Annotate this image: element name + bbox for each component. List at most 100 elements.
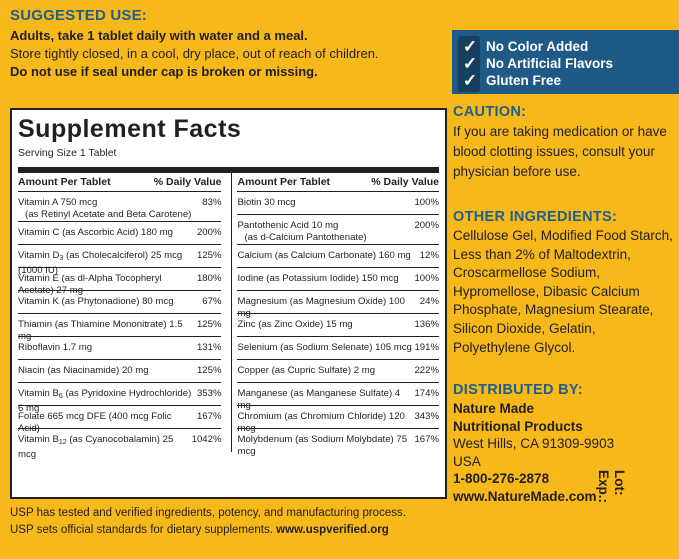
nutrient-row: Zinc (as Zinc Oxide) 15 mg 136% bbox=[237, 314, 439, 337]
distributor-phone: 1-800-276-2878 bbox=[453, 471, 550, 486]
distributor-title: DISTRIBUTED BY: bbox=[453, 382, 583, 398]
facts-title: Supplement Facts bbox=[18, 115, 242, 143]
usp-line-2: USP sets official standards for dietary … bbox=[10, 522, 450, 539]
nutrient-daily-value: 100% bbox=[414, 197, 439, 208]
nutrient-row: Niacin (as Niacinamide) 20 mg 125% bbox=[18, 360, 222, 383]
nutrient-daily-value: 136% bbox=[414, 319, 439, 330]
nutrient-row: Pantothenic Acid 10 mg (as d-Calcium Pant… bbox=[237, 215, 439, 245]
nutrient-daily-value: 191% bbox=[414, 342, 439, 353]
claim-label: No Color Added bbox=[486, 39, 589, 54]
nutrient-daily-value: 222% bbox=[414, 365, 439, 376]
nutrient-daily-value: 12% bbox=[419, 250, 439, 261]
distributor-section: DISTRIBUTED BY: Nature Made Nutritional … bbox=[453, 382, 675, 505]
facts-column-left: Amount Per Tablet % Daily Value Vitamin … bbox=[18, 173, 225, 460]
nutrient-daily-value: 200% bbox=[196, 227, 222, 238]
nutrient-daily-value: 200% bbox=[414, 220, 439, 231]
nutrient-name: Vitamin B12 (as Cyanocobalamin) 25 mcg bbox=[18, 434, 174, 460]
nutrient-name: Magnesium (as Magnesium Oxide) 100 mg bbox=[237, 296, 405, 319]
nutrient-row: Thiamin (as Thiamine Mononitrate) 1.5 mg… bbox=[18, 314, 222, 342]
nutrient-row: Iodine (as Potassium Iodide) 150 mcg 100% bbox=[237, 268, 439, 291]
distributor-website: www.NatureMade.com bbox=[453, 488, 597, 504]
nutrient-source: (as Retinyl Acetate and Beta Carotene) bbox=[25, 209, 192, 220]
nutrient-name: Selenium (as Sodium Selenate) 105 mcg bbox=[237, 342, 412, 353]
checkmark-icon: ✓ bbox=[462, 71, 478, 90]
facts-header: Amount Per Tablet % Daily Value bbox=[18, 173, 222, 192]
suggested-use-line-2: Store tightly closed, in a cool, dry pla… bbox=[10, 46, 379, 61]
nutrient-row: Vitamin C (as Ascorbic Acid) 180 mg 200% bbox=[18, 222, 222, 245]
nutrient-daily-value: 167% bbox=[414, 434, 439, 445]
nutrient-daily-value: 174% bbox=[414, 388, 439, 399]
usp-line-1: USP has tested and verified ingredients,… bbox=[10, 507, 406, 519]
amount-header: Amount Per Tablet bbox=[237, 176, 331, 188]
distributor-company-1: Nature Made bbox=[453, 401, 535, 416]
nutrient-row: Molybdenum (as Sodium Molybdate) 75 mcg 1… bbox=[237, 429, 439, 457]
amount-header: Amount Per Tablet bbox=[18, 176, 111, 188]
nutrient-row: Selenium (as Sodium Selenate) 105 mcg 191… bbox=[237, 337, 439, 360]
checkmark-icon: ✓ bbox=[462, 37, 478, 56]
nutrient-daily-value: 67% bbox=[202, 296, 222, 307]
usp-link[interactable]: www.uspverified.org bbox=[276, 524, 389, 536]
nutrient-name: Vitamin A 750 mcg (as Retinyl Acetate and… bbox=[18, 197, 202, 221]
nutrient-row: Riboflavin 1.7 mg 131% bbox=[18, 337, 222, 360]
nutrient-name: Vitamin B6 (as Pyridoxine Hydrochloride)… bbox=[18, 388, 192, 414]
nutrient-row: Biotin 30 mcg 100% bbox=[237, 192, 439, 215]
nutrient-daily-value: 131% bbox=[196, 342, 222, 353]
nutrient-row: Vitamin B12 (as Cyanocobalamin) 25 mcg 10… bbox=[18, 429, 222, 460]
nutrient-name: Vitamin E (as dl-Alpha Tocopheryl Acetat… bbox=[18, 273, 162, 296]
nutrient-daily-value: 125% bbox=[196, 319, 222, 330]
nutrient-name: Riboflavin 1.7 mg bbox=[18, 342, 93, 353]
facts-header: Amount Per Tablet % Daily Value bbox=[237, 173, 439, 192]
nutrient-row: Chromium (as Chromium Chloride) 120 mcg 3… bbox=[237, 406, 439, 434]
nutrient-source: (as d-Calcium Pantothenate) bbox=[244, 232, 367, 243]
claim-no-flavors: ✓ No Artificial Flavors bbox=[458, 55, 679, 72]
nutrient-name: Iodine (as Potassium Iodide) 150 mcg bbox=[237, 273, 399, 284]
distributor-city: West Hills, CA 91309-9903 bbox=[453, 436, 615, 451]
caution-section: CAUTION: If you are taking medication or… bbox=[453, 104, 675, 182]
supplement-facts-panel: Supplement Facts Serving Size 1 Tablet A… bbox=[10, 108, 447, 499]
nutrient-row: Vitamin K (as Phytonadione) 80 mcg 67% bbox=[18, 291, 222, 314]
dv-header: % Daily Value bbox=[371, 176, 439, 188]
suggested-use-line-3: Do not use if seal under cap is broken o… bbox=[10, 64, 318, 79]
nutrient-name: Folate 665 mcg DFE (400 mcg Folic Acid) bbox=[18, 411, 172, 434]
usp-line-2-text: USP sets official standards for dietary … bbox=[10, 524, 277, 536]
claim-label: No Artificial Flavors bbox=[486, 56, 614, 71]
nutrient-name: Chromium (as Chromium Chloride) 120 mcg bbox=[237, 411, 405, 434]
nutrient-name: Niacin (as Niacinamide) 20 mg bbox=[18, 365, 149, 376]
nutrient-daily-value: 343% bbox=[414, 411, 439, 422]
checkmark-strip bbox=[458, 36, 480, 92]
suggested-use-line-1: Adults, take 1 tablet daily with water a… bbox=[10, 28, 308, 43]
dv-header: % Daily Value bbox=[153, 176, 222, 188]
serving-size: Serving Size 1 Tablet bbox=[18, 147, 117, 159]
other-ingredients-text: Cellulose Gel, Modified Food Starch, Les… bbox=[453, 228, 673, 355]
nutrient-row: Folate 665 mcg DFE (400 mcg Folic Acid) 1… bbox=[18, 406, 222, 434]
nutrient-daily-value: 24% bbox=[419, 296, 439, 307]
nutrient-row: Vitamin B6 (as Pyridoxine Hydrochloride)… bbox=[18, 383, 222, 414]
nutrient-name: Pantothenic Acid 10 mg (as d-Calcium Pant… bbox=[237, 220, 414, 244]
nutrient-daily-value: 125% bbox=[196, 365, 222, 376]
nutrient-name: Vitamin C (as Ascorbic Acid) 180 mg bbox=[18, 227, 173, 238]
suggested-use-title: SUGGESTED USE: bbox=[10, 7, 147, 24]
nutrient-row: Vitamin E (as dl-Alpha Tocopheryl Acetat… bbox=[18, 268, 222, 296]
nutrient-daily-value: 1042% bbox=[191, 434, 222, 445]
nutrient-name: Zinc (as Zinc Oxide) 15 mg bbox=[237, 319, 353, 330]
caution-title: CAUTION: bbox=[453, 104, 527, 120]
nutrient-daily-value: 83% bbox=[202, 197, 222, 208]
claim-label: Gluten Free bbox=[486, 73, 562, 88]
lot-label: Lot: bbox=[612, 470, 627, 496]
other-ingredients-section: OTHER INGREDIENTS: Cellulose Gel, Modifi… bbox=[453, 209, 675, 357]
nutrient-name: Vitamin K (as Phytonadione) 80 mcg bbox=[18, 296, 174, 307]
usp-statement: USP has tested and verified ingredients,… bbox=[10, 505, 450, 539]
nutrient-row: Magnesium (as Magnesium Oxide) 100 mg 24% bbox=[237, 291, 439, 319]
nutrient-row: Calcium (as Calcium Carbonate) 160 mg 12% bbox=[237, 245, 439, 268]
lot-expiry: Lot: Exp.: bbox=[595, 470, 627, 550]
claim-no-color: ✓ No Color Added bbox=[458, 38, 679, 55]
facts-columns: Amount Per Tablet % Daily Value Vitamin … bbox=[18, 167, 439, 460]
nutrient-name: Manganese (as Manganese Sulfate) 4 mg bbox=[237, 388, 401, 411]
nutrient-name: Copper (as Cupric Sulfate) 2 mg bbox=[237, 365, 376, 376]
caution-text: If you are taking medication or have blo… bbox=[453, 124, 667, 179]
nutrient-daily-value: 180% bbox=[196, 273, 222, 284]
suggested-use: SUGGESTED USE: Adults, take 1 tablet dai… bbox=[10, 7, 430, 81]
claims-badge: ✓ No Color Added ✓ No Artificial Flavors… bbox=[452, 30, 679, 94]
nutrient-daily-value: 353% bbox=[196, 388, 222, 399]
nutrient-name: Molybdenum (as Sodium Molybdate) 75 mcg bbox=[237, 434, 408, 457]
